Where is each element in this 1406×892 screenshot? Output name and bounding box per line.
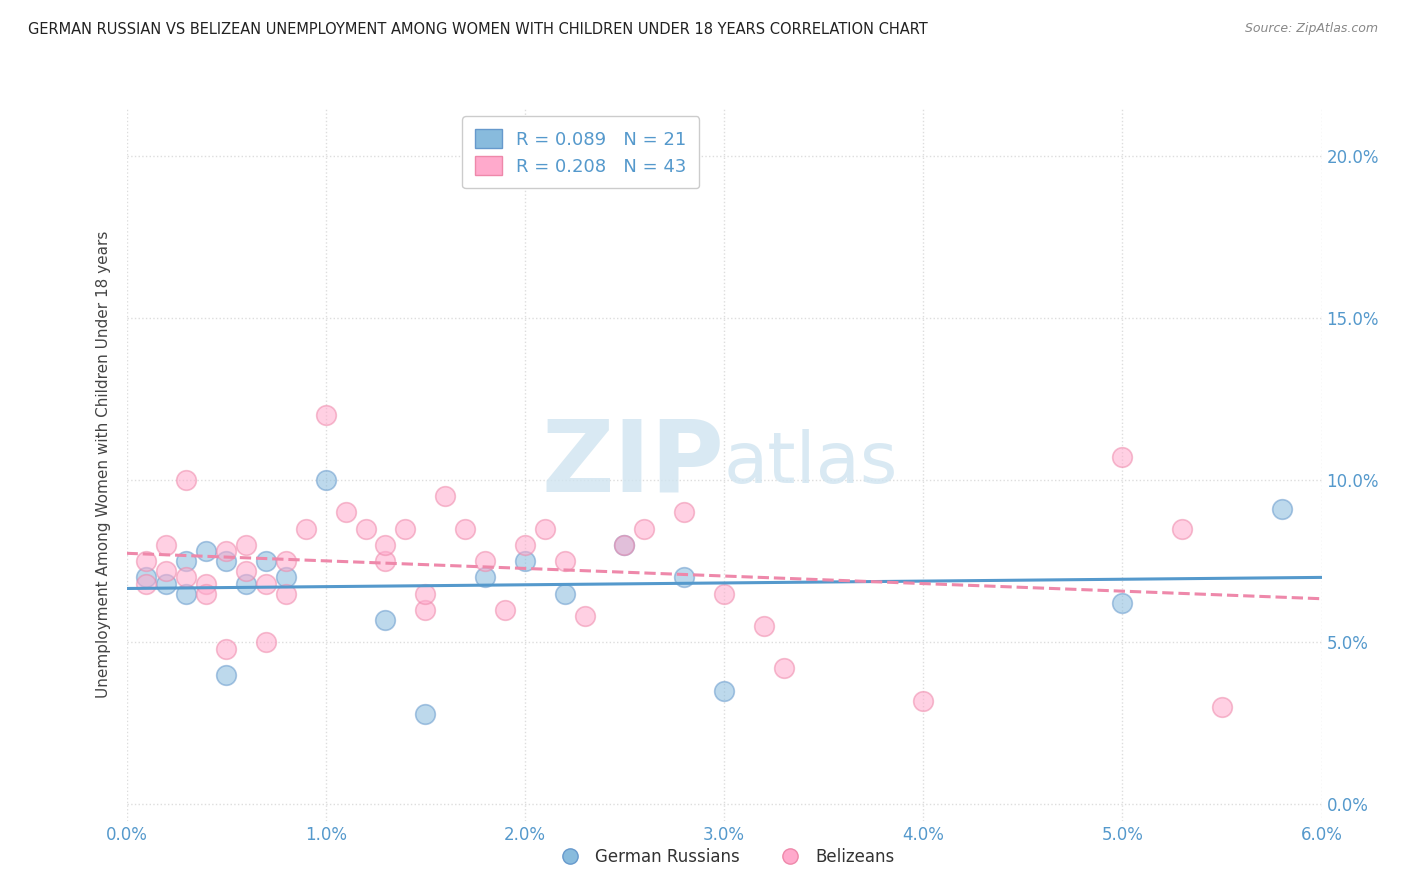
Text: GERMAN RUSSIAN VS BELIZEAN UNEMPLOYMENT AMONG WOMEN WITH CHILDREN UNDER 18 YEARS: GERMAN RUSSIAN VS BELIZEAN UNEMPLOYMENT … — [28, 22, 928, 37]
Point — [1111, 450, 1133, 465]
Legend: German Russians, Belizeans: German Russians, Belizeans — [547, 842, 901, 873]
Point — [713, 684, 735, 698]
Point — [195, 586, 218, 600]
Point — [155, 564, 177, 578]
Point — [135, 577, 157, 591]
Point — [374, 554, 396, 568]
Point — [335, 506, 357, 520]
Point — [315, 473, 337, 487]
Point — [254, 635, 277, 649]
Point — [155, 577, 177, 591]
Point — [1271, 502, 1294, 516]
Point — [574, 609, 596, 624]
Point — [274, 554, 297, 568]
Text: atlas: atlas — [724, 429, 898, 499]
Point — [374, 613, 396, 627]
Point — [235, 538, 257, 552]
Point — [513, 554, 536, 568]
Point — [235, 564, 257, 578]
Text: Source: ZipAtlas.com: Source: ZipAtlas.com — [1244, 22, 1378, 36]
Point — [413, 586, 436, 600]
Point — [713, 586, 735, 600]
Point — [1171, 522, 1194, 536]
Point — [454, 522, 477, 536]
Point — [174, 554, 197, 568]
Point — [215, 641, 238, 656]
Point — [1111, 596, 1133, 610]
Point — [135, 570, 157, 584]
Point — [413, 706, 436, 721]
Point — [215, 554, 238, 568]
Point — [155, 538, 177, 552]
Y-axis label: Unemployment Among Women with Children Under 18 years: Unemployment Among Women with Children U… — [96, 230, 111, 698]
Point — [413, 603, 436, 617]
Point — [394, 522, 416, 536]
Point — [174, 586, 197, 600]
Point — [215, 667, 238, 681]
Point — [773, 661, 796, 675]
Point — [254, 554, 277, 568]
Point — [1211, 700, 1233, 714]
Point — [315, 408, 337, 422]
Point — [474, 554, 496, 568]
Text: ZIP: ZIP — [541, 416, 724, 512]
Point — [174, 473, 197, 487]
Point — [215, 544, 238, 558]
Point — [294, 522, 316, 536]
Point — [254, 577, 277, 591]
Point — [434, 489, 457, 503]
Point — [195, 544, 218, 558]
Point — [613, 538, 636, 552]
Point — [354, 522, 377, 536]
Point — [195, 577, 218, 591]
Point — [274, 586, 297, 600]
Point — [752, 619, 775, 633]
Point — [912, 693, 935, 707]
Point — [474, 570, 496, 584]
Point — [274, 570, 297, 584]
Point — [673, 570, 696, 584]
Point — [235, 577, 257, 591]
Point — [554, 586, 576, 600]
Point — [374, 538, 396, 552]
Point — [673, 506, 696, 520]
Point — [135, 554, 157, 568]
Point — [513, 538, 536, 552]
Point — [174, 570, 197, 584]
Point — [494, 603, 516, 617]
Point — [613, 538, 636, 552]
Point — [554, 554, 576, 568]
Point — [633, 522, 655, 536]
Point — [534, 522, 557, 536]
